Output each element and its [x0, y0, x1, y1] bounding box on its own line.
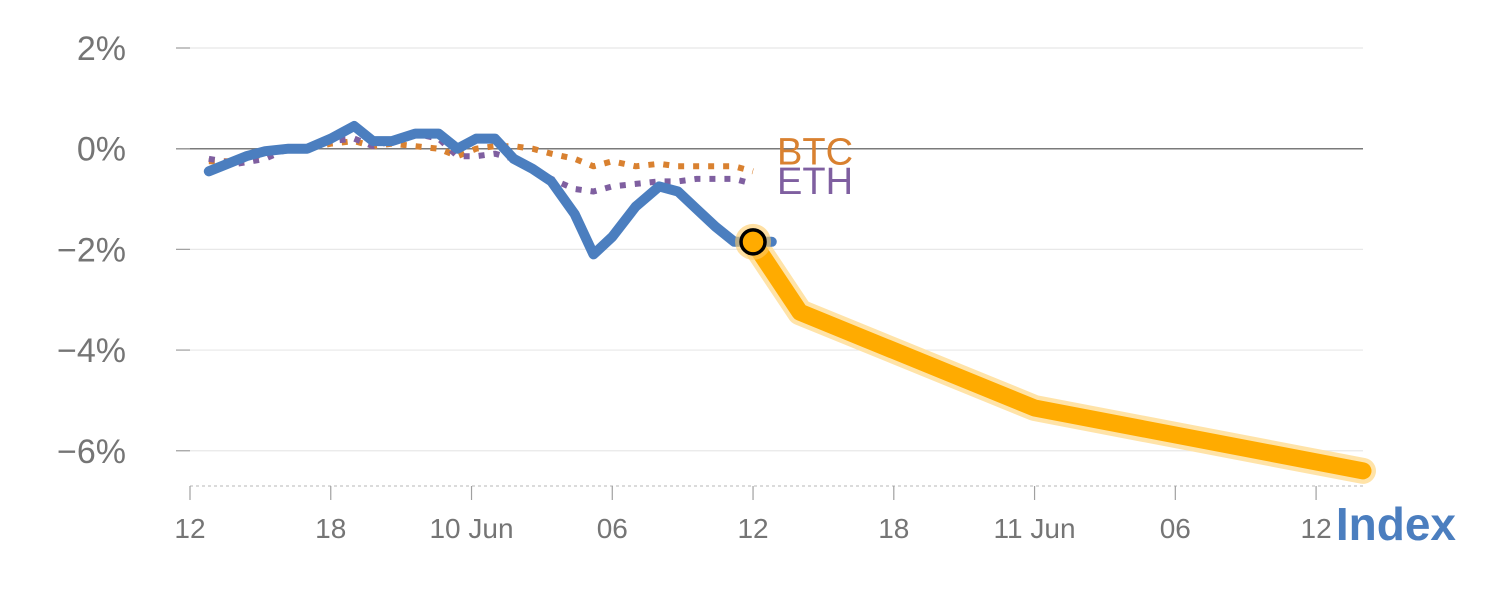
series-line-index — [203, 121, 777, 260]
x-tick-label: 06 — [597, 513, 628, 544]
x-tick-label: 12 — [1301, 513, 1332, 544]
y-tick-label: 0% — [77, 131, 126, 169]
series-label-eth: ETH — [777, 161, 853, 203]
x-tick-label: 12 — [174, 513, 205, 544]
x-tick-label: 11 Jun — [994, 513, 1076, 544]
x-tick-label: 06 — [1160, 513, 1191, 544]
x-tick-label: 10 Jun — [429, 513, 513, 544]
highlight-point — [739, 228, 767, 256]
y-tick-label: 2% — [77, 30, 126, 68]
x-axis-title: Index — [1336, 498, 1457, 550]
series-label-btc: BTC — [777, 131, 853, 173]
y-tick-label: −6% — [57, 433, 126, 471]
series-lines — [203, 121, 1376, 484]
forecast-line — [744, 233, 1372, 480]
y-tick-label: −2% — [57, 231, 126, 269]
axes — [176, 47, 1366, 500]
x-tick-label: 18 — [315, 513, 346, 544]
x-tick-label: 18 — [878, 513, 909, 544]
labels: 2% 0% −2% −4% −6% 12 18 10 Jun 06 12 18 11 Jun 06 12 B… — [57, 30, 1456, 550]
y-tick-label: −4% — [57, 332, 126, 370]
forecast-glow — [740, 228, 1376, 484]
x-tick-label: 12 — [737, 513, 768, 544]
